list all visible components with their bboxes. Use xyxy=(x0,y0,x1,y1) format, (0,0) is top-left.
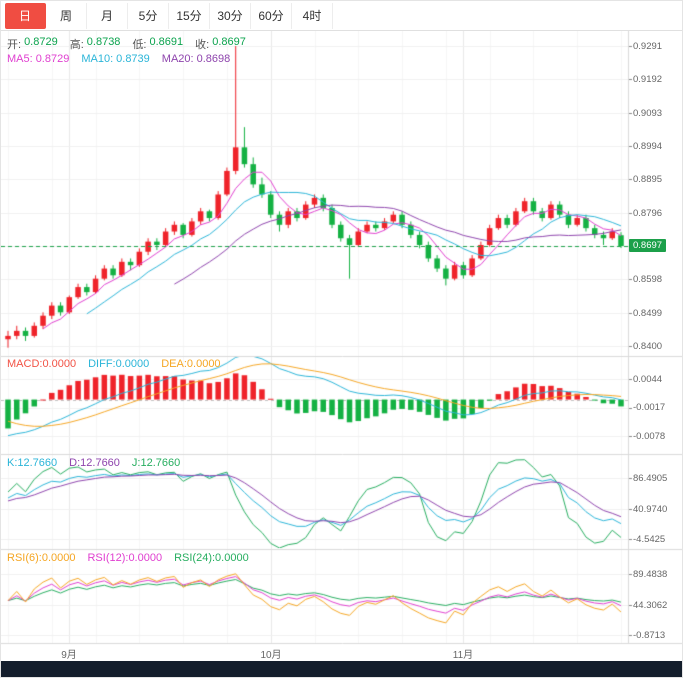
tab-30min[interactable]: 30分 xyxy=(210,2,251,29)
y-axis-tick: 0.9192 xyxy=(633,74,663,85)
k-readout: K:12.7660 xyxy=(7,457,58,469)
kdj-axis-tick: 86.4905 xyxy=(633,473,668,484)
ma10-readout: MA10: 0.8739 xyxy=(81,53,150,65)
tab-60min[interactable]: 60分 xyxy=(251,2,292,29)
tab-weekly[interactable]: 周 xyxy=(46,2,87,29)
x-axis-label-nov: 11月 xyxy=(452,650,474,661)
macd-readout: MACD:0.0000 xyxy=(7,358,77,370)
j-readout: J:12.7660 xyxy=(131,457,181,469)
ohlc-legend: 开: 0.8729 高: 0.8738 低: 0.8691 收: 0.8697 xyxy=(7,36,246,52)
diff-readout: DIFF:0.0000 xyxy=(88,358,150,370)
rsi-legend: RSI(6):0.0000 RSI(12):0.0000 RSI(24):0.0… xyxy=(7,552,249,564)
d-readout: D:12.7660 xyxy=(69,457,120,469)
kdj-axis-tick: 40.9740 xyxy=(633,504,668,515)
macd-axis-tick: -0.0017 xyxy=(633,402,666,413)
period-tabbar: 日 周 月 5分 15分 30分 60分 4时 xyxy=(1,1,682,31)
rsi-axis-tick: 44.3062 xyxy=(633,600,668,611)
y-axis-tick: 0.8796 xyxy=(633,208,663,219)
rsi-axis-tick: -0.8713 xyxy=(633,630,666,641)
kdj-legend: K:12.7660 D:12.7660 J:12.7660 xyxy=(7,457,180,469)
macd-axis-tick: -0.0078 xyxy=(633,431,666,442)
x-axis-label-sep: 9月 xyxy=(61,650,77,661)
tab-4hour[interactable]: 4时 xyxy=(292,2,333,29)
macd-legend: MACD:0.0000 DIFF:0.0000 DEA:0.0000 xyxy=(7,358,221,370)
close-readout: 收: 0.8697 xyxy=(195,36,246,51)
rsi24-readout: RSI(24):0.0000 xyxy=(174,552,249,564)
macd-axis-tick: 0.0044 xyxy=(633,374,663,385)
tab-monthly[interactable]: 月 xyxy=(87,2,128,29)
rsi-axis-tick: 89.4838 xyxy=(633,569,668,580)
chart-canvas[interactable] xyxy=(1,31,682,663)
rsi6-readout: RSI(6):0.0000 xyxy=(7,552,76,564)
ma-legend: MA5: 0.8729 MA10: 0.8739 MA20: 0.8698 xyxy=(7,53,230,65)
tab-daily[interactable]: 日 xyxy=(5,2,46,29)
high-readout: 高: 0.8738 xyxy=(69,36,121,51)
ma20-readout: MA20: 0.8698 xyxy=(161,53,231,65)
y-axis-tick: 0.8895 xyxy=(633,174,663,185)
open-readout: 开: 0.8729 xyxy=(7,36,58,51)
y-axis-tick: 0.8400 xyxy=(633,341,663,352)
y-axis-tick: 0.9291 xyxy=(633,41,663,52)
kdj-axis-tick: -4.5425 xyxy=(633,534,666,545)
y-axis-tick: 0.8598 xyxy=(633,274,663,285)
y-axis-tick: 0.8994 xyxy=(633,141,663,152)
dea-readout: DEA:0.0000 xyxy=(161,358,221,370)
ma5-readout: MA5: 0.8729 xyxy=(7,53,70,65)
y-axis-tick: 0.9093 xyxy=(633,108,663,119)
x-axis-label-oct: 10月 xyxy=(260,650,282,661)
low-readout: 低: 0.8691 xyxy=(132,36,184,51)
bottom-bar xyxy=(1,661,682,677)
tab-15min[interactable]: 15分 xyxy=(169,2,210,29)
y-axis-tick: 0.8499 xyxy=(633,308,663,319)
current-price-tag: 0.8697 xyxy=(629,239,667,252)
rsi12-readout: RSI(12):0.0000 xyxy=(87,552,163,564)
tab-5min[interactable]: 5分 xyxy=(128,2,169,29)
